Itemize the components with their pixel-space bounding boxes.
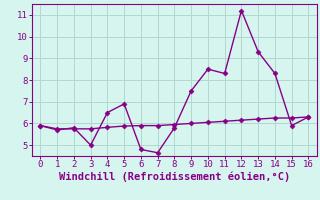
X-axis label: Windchill (Refroidissement éolien,°C): Windchill (Refroidissement éolien,°C) bbox=[59, 172, 290, 182]
